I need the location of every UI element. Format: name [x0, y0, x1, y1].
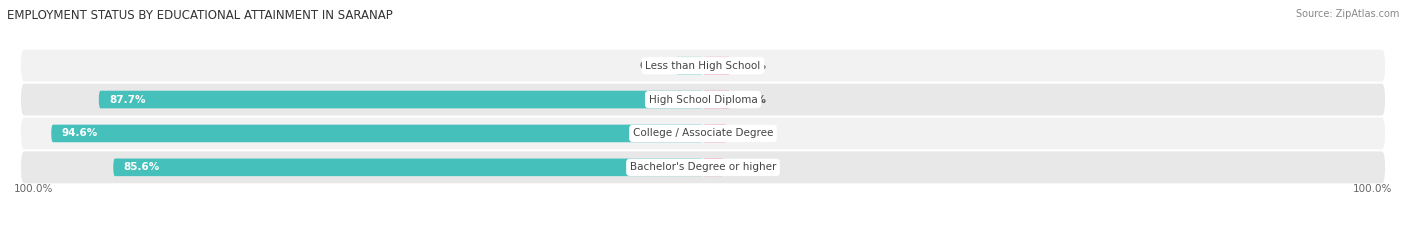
Text: 87.7%: 87.7%: [110, 95, 146, 105]
FancyBboxPatch shape: [21, 151, 1385, 183]
FancyBboxPatch shape: [21, 117, 1385, 149]
FancyBboxPatch shape: [675, 57, 703, 75]
Text: 0.0%: 0.0%: [738, 61, 766, 71]
Text: EMPLOYMENT STATUS BY EDUCATIONAL ATTAINMENT IN SARANAP: EMPLOYMENT STATUS BY EDUCATIONAL ATTAINM…: [7, 9, 392, 22]
FancyBboxPatch shape: [21, 50, 1385, 82]
FancyBboxPatch shape: [703, 125, 727, 142]
FancyBboxPatch shape: [114, 158, 703, 176]
FancyBboxPatch shape: [703, 91, 731, 108]
Text: 94.6%: 94.6%: [62, 128, 98, 138]
Text: Source: ZipAtlas.com: Source: ZipAtlas.com: [1295, 9, 1399, 19]
Text: Less than High School: Less than High School: [645, 61, 761, 71]
Text: 3.5%: 3.5%: [734, 128, 763, 138]
Text: 3.0%: 3.0%: [731, 162, 759, 172]
FancyBboxPatch shape: [51, 125, 703, 142]
Text: High School Diploma: High School Diploma: [648, 95, 758, 105]
Text: 100.0%: 100.0%: [1353, 184, 1392, 194]
Text: 100.0%: 100.0%: [14, 184, 53, 194]
Text: College / Associate Degree: College / Associate Degree: [633, 128, 773, 138]
FancyBboxPatch shape: [703, 158, 724, 176]
FancyBboxPatch shape: [21, 84, 1385, 116]
Text: Bachelor's Degree or higher: Bachelor's Degree or higher: [630, 162, 776, 172]
Text: 0.0%: 0.0%: [738, 95, 766, 105]
Text: 85.6%: 85.6%: [124, 162, 160, 172]
Text: 0.0%: 0.0%: [640, 61, 669, 71]
FancyBboxPatch shape: [98, 91, 703, 108]
FancyBboxPatch shape: [703, 57, 731, 75]
